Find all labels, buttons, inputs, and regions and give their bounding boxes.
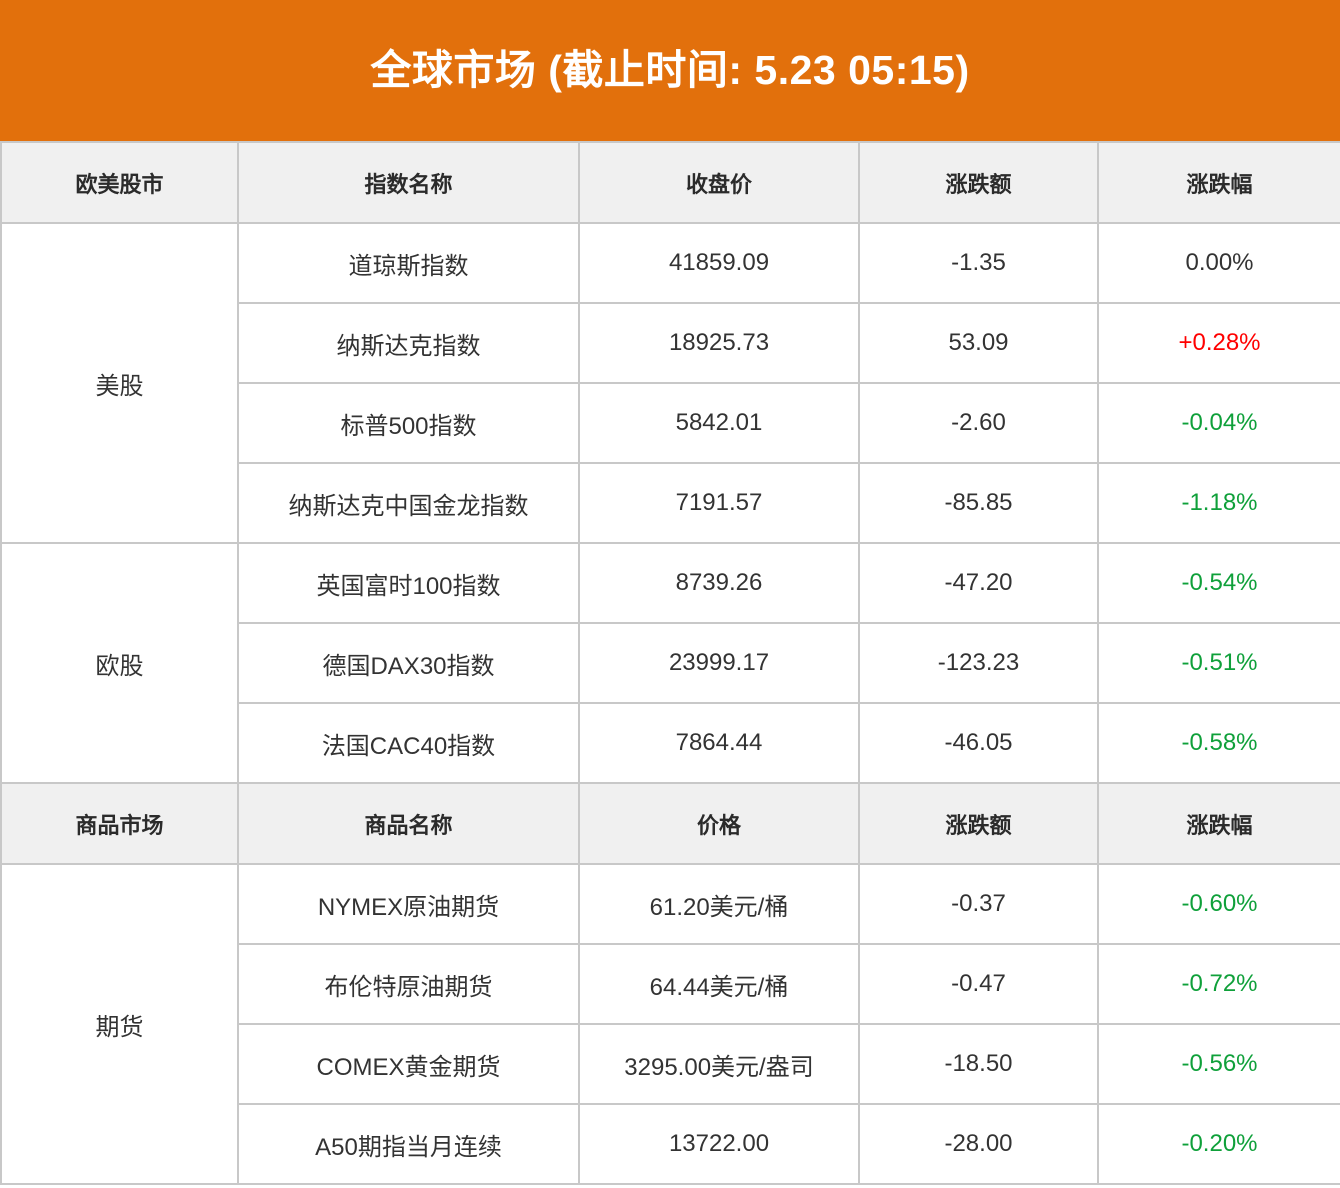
instrument-change-percent: -0.60%	[1097, 863, 1340, 945]
instrument-change: -28.00	[858, 1103, 1099, 1185]
instrument-change-percent: -0.56%	[1097, 1023, 1340, 1105]
instrument-price: 5842.01	[578, 382, 860, 464]
column-header: 价格	[578, 782, 860, 865]
table-row: 法国CAC40指数 7864.44 -46.05 -0.58%	[1, 702, 1340, 784]
instrument-change-percent: -0.04%	[1097, 382, 1340, 464]
instrument-name: A50期指当月连续	[237, 1103, 580, 1185]
column-header: 指数名称	[237, 141, 580, 224]
instrument-price: 3295.00美元/盎司	[578, 1023, 860, 1105]
instrument-name: 德国DAX30指数	[237, 622, 580, 704]
column-header: 收盘价	[578, 141, 860, 224]
instrument-change: -18.50	[858, 1023, 1099, 1105]
instrument-change-percent: -0.72%	[1097, 943, 1340, 1025]
table-row: 布伦特原油期货 64.44美元/桶 -0.47 -0.72%	[1, 943, 1340, 1025]
instrument-change: 53.09	[858, 302, 1099, 384]
column-header: 商品名称	[237, 782, 580, 865]
instrument-name: 法国CAC40指数	[237, 702, 580, 784]
instrument-change-percent: -0.20%	[1097, 1103, 1340, 1185]
page-banner: 全球市场 (截止时间: 5.23 05:15)	[0, 0, 1340, 141]
instrument-change: -47.20	[858, 542, 1099, 624]
instrument-price: 61.20美元/桶	[578, 863, 860, 945]
instrument-price: 13722.00	[578, 1103, 860, 1185]
column-header: 涨跌额	[858, 782, 1099, 865]
instrument-name: 英国富时100指数	[237, 542, 580, 624]
instrument-name: 标普500指数	[237, 382, 580, 464]
instrument-name: 纳斯达克指数	[237, 302, 580, 384]
instrument-change-percent: -0.51%	[1097, 622, 1340, 704]
instrument-change-percent: +0.28%	[1097, 302, 1340, 384]
instrument-change-percent: -0.58%	[1097, 702, 1340, 784]
instrument-change: -123.23	[858, 622, 1099, 704]
page-title: 全球市场 (截止时间: 5.23 05:15)	[370, 47, 970, 93]
table-row: 美股 道琼斯指数 41859.09 -1.35 0.00%	[0, 222, 1340, 544]
global-market-table: 欧美股市 指数名称 收盘价 涨跌额 涨跌幅 美股 道琼斯指数 41859.09 -1.35 0.0…	[0, 141, 1340, 1185]
instrument-name: 道琼斯指数	[237, 222, 580, 304]
instrument-change: -1.35	[858, 222, 1099, 304]
column-header: 商品市场	[0, 782, 239, 865]
instrument-name: 布伦特原油期货	[237, 943, 580, 1025]
instrument-price: 41859.09	[578, 222, 860, 304]
table-row: COMEX黄金期货 3295.00美元/盎司 -18.50 -0.56%	[1, 1023, 1340, 1105]
instrument-name: 纳斯达克中国金龙指数	[237, 462, 580, 544]
instrument-name: NYMEX原油期货	[237, 863, 580, 945]
instrument-price: 7864.44	[578, 702, 860, 784]
instrument-price: 18925.73	[578, 302, 860, 384]
group-label: 美股	[0, 222, 239, 544]
instrument-price: 64.44美元/桶	[578, 943, 860, 1025]
table-row: 期货 NYMEX原油期货 61.20美元/桶 -0.37 -0.60%	[0, 863, 1340, 1185]
instrument-change: -46.05	[858, 702, 1099, 784]
table-row: 欧股 英国富时100指数 8739.26 -47.20 -0.54%	[0, 542, 1340, 784]
table-row: A50期指当月连续 13722.00 -28.00 -0.20%	[1, 1103, 1340, 1185]
instrument-change-percent: 0.00%	[1097, 222, 1340, 304]
instrument-price: 7191.57	[578, 462, 860, 544]
instrument-change-percent: -0.54%	[1097, 542, 1340, 624]
section-header-equities: 欧美股市 指数名称 收盘价 涨跌额 涨跌幅	[0, 141, 1340, 224]
instrument-name: COMEX黄金期货	[237, 1023, 580, 1105]
column-header: 涨跌额	[858, 141, 1099, 224]
section-header-commodities: 商品市场 商品名称 价格 涨跌额 涨跌幅	[0, 782, 1340, 865]
instrument-change-percent: -1.18%	[1097, 462, 1340, 544]
instrument-change: -85.85	[858, 462, 1099, 544]
table-row: 标普500指数 5842.01 -2.60 -0.04%	[1, 382, 1340, 464]
instrument-change: -0.47	[858, 943, 1099, 1025]
instrument-change: -0.37	[858, 863, 1099, 945]
group-label: 欧股	[0, 542, 239, 784]
table-row: 纳斯达克指数 18925.73 53.09 +0.28%	[1, 302, 1340, 384]
instrument-change: -2.60	[858, 382, 1099, 464]
column-header: 涨跌幅	[1097, 782, 1340, 865]
table-row: 纳斯达克中国金龙指数 7191.57 -85.85 -1.18%	[1, 462, 1340, 544]
instrument-price: 23999.17	[578, 622, 860, 704]
group-label: 期货	[0, 863, 239, 1185]
table-row: 德国DAX30指数 23999.17 -123.23 -0.51%	[1, 622, 1340, 704]
column-header: 涨跌幅	[1097, 141, 1340, 224]
instrument-price: 8739.26	[578, 542, 860, 624]
column-header: 欧美股市	[0, 141, 239, 224]
